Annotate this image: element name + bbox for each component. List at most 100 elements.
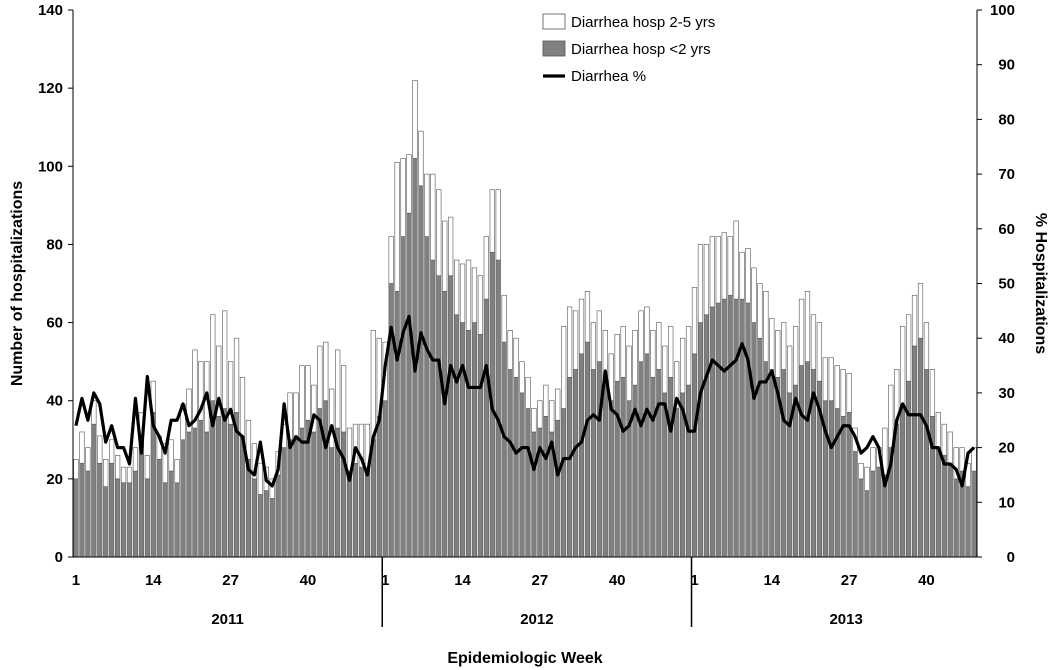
bar-2to5 [917, 283, 924, 339]
bar-under2 [204, 431, 210, 558]
bar-2to5 [216, 345, 222, 417]
bar-under2 [394, 291, 400, 558]
bar-under2 [91, 423, 97, 558]
bar-under2 [364, 470, 370, 558]
bar-under2 [697, 322, 704, 558]
year-label: 2012 [520, 611, 553, 628]
y2-tick-label: 30 [998, 385, 1015, 402]
bar-2to5 [483, 236, 489, 300]
bar-under2 [513, 377, 519, 558]
y2-tick-label: 80 [998, 111, 1015, 128]
bar-2to5 [935, 412, 941, 448]
y-tick-label: 120 [38, 80, 63, 97]
bar-2to5 [846, 373, 852, 413]
bar-2to5 [905, 314, 912, 382]
legend-swatch-2to5 [542, 13, 566, 30]
bar-2to5 [674, 361, 680, 409]
year-label: 2013 [829, 611, 862, 628]
bar-under2 [436, 275, 442, 558]
bar-2to5 [257, 462, 263, 495]
bar-under2 [293, 435, 299, 558]
bar-under2 [644, 353, 650, 558]
bar-2to5 [85, 447, 91, 472]
bar-2to5 [162, 443, 168, 484]
bar-2to5 [210, 314, 216, 402]
bar-under2 [691, 353, 698, 558]
bar-under2 [917, 337, 924, 558]
bar-under2 [751, 322, 757, 558]
bar-under2 [406, 212, 412, 558]
x-tick-label: 40 [918, 572, 935, 589]
bar-2to5 [763, 291, 769, 362]
bar-under2 [953, 478, 959, 558]
bar-under2 [781, 369, 787, 558]
bar-2to5 [525, 376, 531, 409]
bar-2to5 [691, 287, 698, 355]
bar-under2 [73, 478, 79, 558]
bar-under2 [162, 482, 168, 558]
y-tick-label: 0 [55, 549, 63, 566]
bar-2to5 [816, 322, 823, 382]
bar-under2 [608, 400, 614, 558]
bar-under2 [495, 259, 501, 558]
y2-tick-label: 0 [1007, 549, 1015, 566]
bar-under2 [222, 408, 228, 558]
bar-under2 [198, 420, 204, 558]
bar-2to5 [781, 322, 787, 370]
bar-2to5 [507, 330, 513, 370]
bar-2to5 [126, 466, 133, 484]
bar-2to5 [757, 283, 763, 339]
bar-under2 [894, 423, 900, 558]
bar-under2 [614, 380, 620, 558]
bar-under2 [602, 377, 608, 558]
bar-2to5 [222, 310, 228, 409]
bar-under2 [263, 490, 269, 558]
bar-under2 [715, 302, 721, 558]
x-tick-label: 14 [454, 572, 471, 589]
bar-under2 [459, 322, 466, 558]
bar-2to5 [828, 357, 834, 402]
bar-under2 [876, 466, 882, 558]
bar-under2 [430, 259, 436, 558]
bar-under2 [424, 236, 430, 558]
bar-under2 [448, 275, 454, 558]
bar-under2 [685, 384, 692, 558]
bar-under2 [840, 416, 846, 558]
bar-2to5 [953, 447, 959, 480]
legend-label-under2: Diarrhea hosp <2 yrs [571, 41, 711, 58]
y-tick-label: 140 [38, 2, 63, 19]
bar-2to5 [358, 423, 365, 468]
bar-under2 [941, 455, 947, 558]
x-tick-label: 27 [841, 572, 858, 589]
bar-under2 [109, 462, 115, 558]
bar-2to5 [418, 130, 424, 187]
bar-2to5 [97, 435, 103, 464]
bar-under2 [561, 408, 567, 558]
bar-2to5 [810, 314, 817, 370]
bar-2to5 [578, 298, 585, 355]
y-axis-title: Number of hospitalizations [9, 181, 26, 386]
bar-under2 [721, 298, 727, 558]
bar-under2 [85, 470, 91, 558]
bar-2to5 [668, 326, 674, 378]
bar-2to5 [584, 291, 591, 343]
bar-2to5 [317, 345, 323, 409]
line-layer [74, 314, 976, 488]
bar-2to5 [198, 361, 204, 421]
x-tick-label: 40 [609, 572, 626, 589]
bar-2to5 [459, 263, 466, 323]
bar-2to5 [323, 341, 329, 402]
bar-under2 [703, 314, 709, 558]
bar-2to5 [370, 330, 376, 441]
bar-2to5 [430, 173, 436, 261]
bar-under2 [138, 439, 144, 558]
bar-under2 [555, 420, 561, 558]
bar-2to5 [721, 232, 727, 300]
x-tick-label: 14 [763, 572, 780, 589]
bar-under2 [620, 377, 626, 558]
bar-2to5 [751, 267, 757, 323]
year-label: 2011 [211, 611, 244, 628]
bar-2to5 [109, 439, 115, 464]
bar-under2 [852, 451, 858, 558]
